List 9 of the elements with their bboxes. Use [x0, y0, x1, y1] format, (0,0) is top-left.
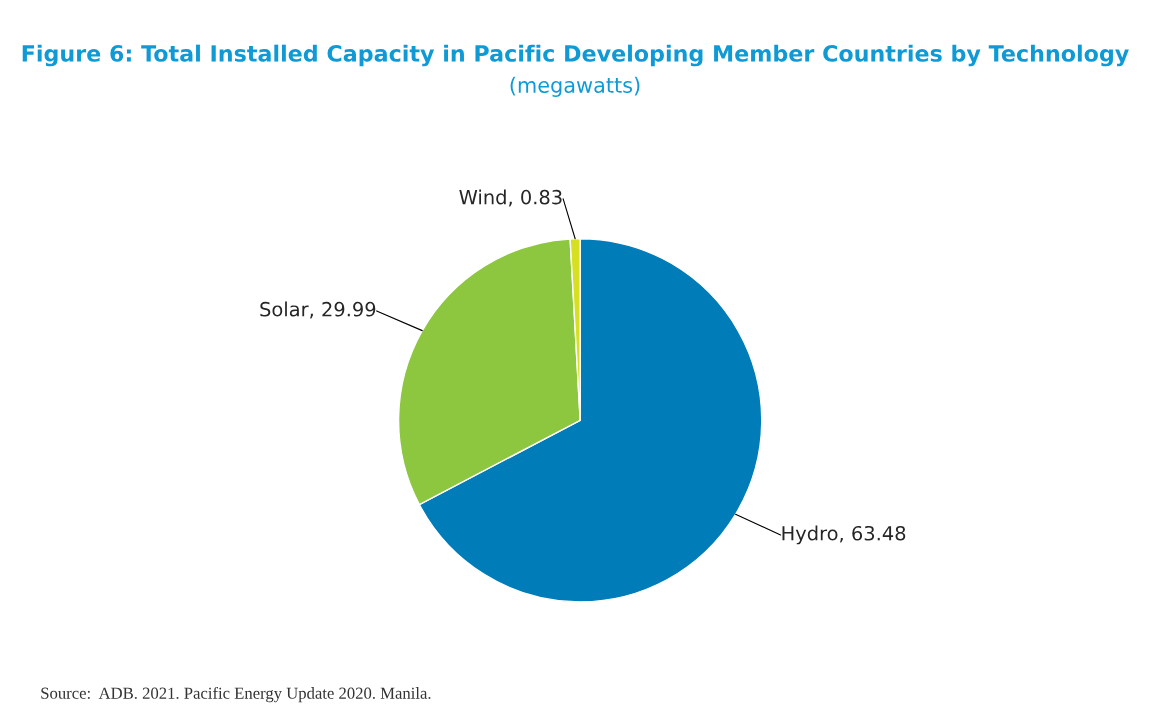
source-note: Source: ADB. 2021. Pacific Energy Update 2020. Manila.: [41, 686, 431, 703]
chart-title: Figure 6: Total Installed Capacity in Pacific Developing Member Countries by Technology: [22, 44, 1129, 67]
data-label: , 29.99: [310, 301, 376, 319]
slice-label: Wind: [459, 189, 506, 205]
data-label: , 0.83: [509, 189, 562, 207]
data-label: , 63.48: [840, 525, 906, 543]
slice-label: Solar: [260, 301, 309, 317]
chart-subtitle: (megawatts): [510, 76, 640, 97]
slice-label: Hydro: [782, 525, 838, 545]
